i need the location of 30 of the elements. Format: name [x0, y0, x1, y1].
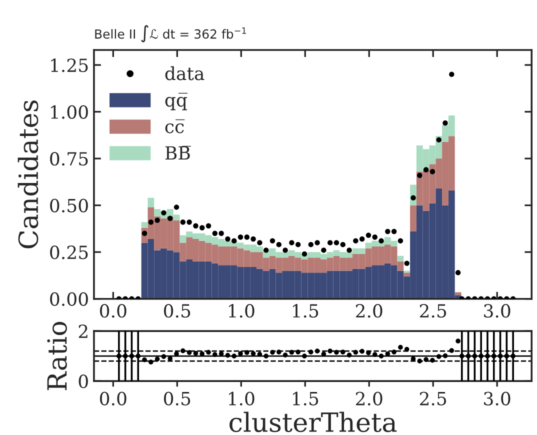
y-tick-label: 2 — [78, 324, 88, 338]
x-tick-label: 2.0 — [356, 392, 382, 406]
x-tick-label: 0.0 — [100, 304, 126, 318]
y-tick-label: 0.50 — [50, 198, 88, 212]
x-tick-label: 1.0 — [228, 304, 254, 318]
y-tick-label: 0.75 — [50, 152, 88, 166]
y-axis-title: Ratio — [47, 322, 67, 390]
y-tick-label: 0.25 — [50, 246, 88, 260]
y-axis-title: Candidates — [18, 100, 38, 248]
x-axis-title: clusterTheta — [230, 412, 397, 432]
x-tick-label: 1.5 — [292, 304, 318, 318]
x-tick-label: 2.5 — [420, 304, 446, 318]
x-tick-label: 0.5 — [164, 304, 190, 318]
x-tick-label: 3.0 — [484, 392, 510, 406]
legend-label: cc̅ — [165, 119, 185, 134]
x-tick-label: 2.0 — [356, 304, 382, 318]
x-tick-label: 1.0 — [228, 392, 254, 406]
y-tick-label: 1.00 — [51, 105, 88, 119]
legend-label: qq̅ — [165, 92, 188, 110]
x-tick-label: 3.0 — [484, 304, 510, 318]
y-tick-label: 1.25 — [51, 58, 88, 72]
legend-label: data — [165, 66, 204, 80]
x-tick-label: 0.5 — [164, 392, 190, 406]
chart-title: Belle II ∫ℒ dt = 362 fb$^{−1}$ — [95, 25, 246, 42]
y-tick-label: 0.00 — [50, 292, 88, 306]
y-tick-label: 0 — [78, 374, 88, 388]
x-tick-label: 0.0 — [100, 392, 126, 406]
x-tick-label: 1.5 — [292, 392, 318, 406]
legend-label: BB̅ — [165, 146, 191, 160]
x-tick-label: 2.5 — [420, 392, 446, 406]
